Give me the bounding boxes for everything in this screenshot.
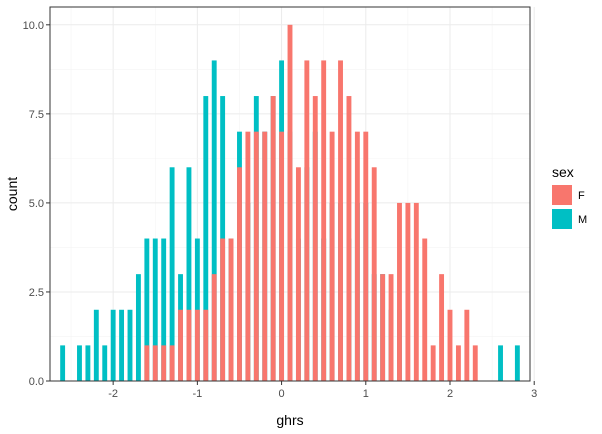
bar-F [464, 309, 470, 381]
legend-swatch-M [552, 209, 572, 229]
bar-M [60, 345, 66, 381]
bar-F [439, 274, 445, 381]
x-tick-label: 3 [531, 388, 537, 400]
bar-F [472, 345, 478, 381]
bar-F [253, 131, 259, 381]
bar-F [295, 167, 301, 381]
bar-F [220, 238, 226, 381]
bar-M [85, 345, 91, 381]
bar-M [152, 238, 158, 381]
bar-F [388, 274, 394, 381]
bar-F [371, 167, 377, 381]
bar-M [127, 309, 133, 381]
bar-F [169, 345, 175, 381]
bar-M [161, 238, 167, 381]
y-tick-label: 5.0 [29, 198, 44, 210]
bar-F [380, 274, 386, 381]
bar-M [186, 167, 192, 381]
bar-F [329, 131, 335, 381]
bar-F [262, 131, 268, 381]
legend: sex FM [552, 164, 587, 229]
bar-F [228, 238, 234, 381]
x-axis-title: ghrs [276, 412, 303, 428]
bar-M [144, 238, 150, 381]
legend-swatch-F [552, 185, 572, 205]
y-tick-label: 10.0 [23, 20, 44, 32]
bar-F [397, 202, 402, 381]
bar-F [321, 60, 327, 382]
bar-F [304, 60, 310, 382]
y-tick-label: 0.0 [29, 376, 44, 388]
bar-F [287, 24, 293, 382]
bar-F [161, 345, 167, 381]
bar-F [144, 345, 150, 381]
y-axis-title: count [4, 177, 20, 211]
legend-label-F: F [578, 190, 585, 202]
bar-M [135, 274, 141, 381]
bar-M [93, 309, 99, 381]
bar-F [363, 131, 369, 381]
x-tick-label: -1 [192, 388, 202, 400]
bar-M [110, 309, 116, 381]
bar-M [498, 345, 503, 381]
bar-M [102, 345, 108, 381]
bar-F [194, 309, 200, 381]
bar-F [447, 309, 453, 381]
bar-F [203, 309, 209, 381]
x-tick-label: 2 [447, 388, 453, 400]
bar-F [338, 60, 343, 382]
bar-M [203, 96, 209, 382]
bar-F [279, 131, 285, 381]
x-tick-label: 1 [363, 388, 369, 400]
bar-M [169, 167, 175, 381]
bar-F [405, 202, 411, 381]
bar-F [186, 309, 192, 381]
y-tick-label: 7.5 [29, 109, 44, 121]
bar-F [422, 238, 428, 381]
y-axis: 0.0 2.5 5.0 7.5 10.0 [23, 20, 50, 388]
bar-M [514, 345, 520, 381]
bar-F [245, 131, 251, 381]
bar-F [312, 96, 318, 382]
bar-F [270, 96, 276, 382]
y-tick-label: 2.5 [29, 287, 44, 299]
bar-F [346, 96, 352, 382]
x-tick-label: -2 [108, 388, 118, 400]
bars-layer [60, 24, 520, 382]
bar-F [211, 274, 217, 381]
bar-F [237, 167, 242, 381]
bar-M [211, 60, 217, 382]
bar-M [119, 309, 125, 381]
bar-M [77, 345, 82, 381]
bar-F [455, 345, 461, 381]
bar-F [178, 309, 183, 381]
bar-F [430, 345, 436, 381]
x-tick-label: 0 [279, 388, 285, 400]
bar-F [354, 131, 360, 381]
bar-F [413, 202, 419, 381]
plot-border [49, 6, 531, 382]
x-axis: -2 -1 0 1 2 3 [108, 381, 537, 400]
bar-F [152, 345, 158, 381]
legend-title: sex [552, 164, 574, 180]
legend-label-M: M [578, 214, 587, 226]
